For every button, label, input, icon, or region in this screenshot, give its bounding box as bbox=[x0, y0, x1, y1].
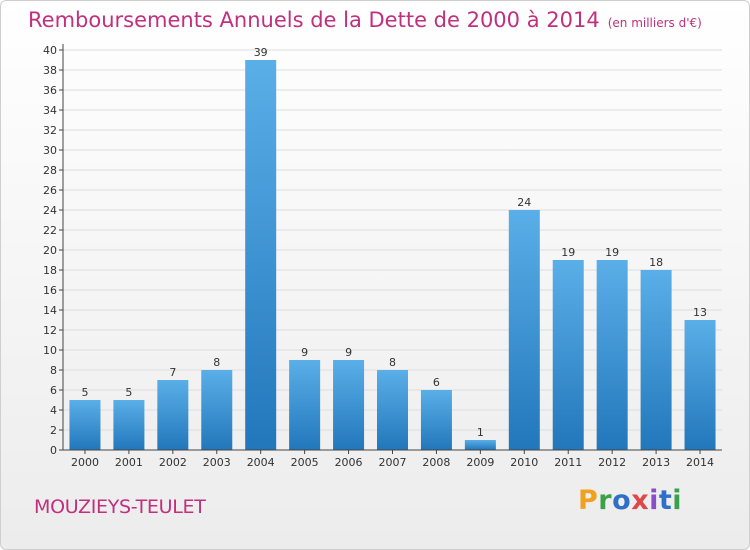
bar-value-label: 9 bbox=[345, 346, 352, 359]
bar bbox=[69, 400, 101, 450]
bar bbox=[420, 390, 452, 450]
bar bbox=[245, 60, 277, 450]
proxiti-logo: Proxiti bbox=[578, 485, 683, 516]
x-tick-label: 2011 bbox=[554, 456, 582, 469]
x-tick-label: 2013 bbox=[642, 456, 670, 469]
y-tick-label: 34 bbox=[43, 104, 57, 117]
y-tick-label: 12 bbox=[43, 324, 57, 337]
bar bbox=[157, 380, 189, 450]
x-tick-label: 2000 bbox=[71, 456, 99, 469]
x-tick-label: 2010 bbox=[510, 456, 538, 469]
y-tick-label: 10 bbox=[43, 344, 57, 357]
x-tick-label: 2008 bbox=[422, 456, 450, 469]
bar-value-label: 19 bbox=[561, 246, 575, 259]
bar bbox=[640, 270, 672, 450]
y-tick-label: 8 bbox=[50, 364, 57, 377]
y-tick-label: 2 bbox=[50, 424, 57, 437]
bar bbox=[464, 440, 496, 450]
bar-value-label: 24 bbox=[517, 196, 531, 209]
y-tick-label: 18 bbox=[43, 264, 57, 277]
y-tick-label: 40 bbox=[43, 44, 57, 57]
bar-value-label: 5 bbox=[81, 386, 88, 399]
x-tick-label: 2012 bbox=[598, 456, 626, 469]
x-tick-label: 2007 bbox=[379, 456, 407, 469]
bar-value-label: 5 bbox=[125, 386, 132, 399]
bar-value-label: 8 bbox=[213, 356, 220, 369]
place-name: MOUZIEYS-TEULET bbox=[34, 496, 206, 518]
y-tick-label: 16 bbox=[43, 284, 57, 297]
bar bbox=[552, 260, 584, 450]
x-tick-label: 2009 bbox=[466, 456, 494, 469]
bar-value-label: 6 bbox=[433, 376, 440, 389]
bar-value-label: 19 bbox=[605, 246, 619, 259]
x-tick-label: 2003 bbox=[203, 456, 231, 469]
y-tick-label: 38 bbox=[43, 64, 57, 77]
bar-value-label: 13 bbox=[693, 306, 707, 319]
x-tick-label: 2005 bbox=[291, 456, 319, 469]
bar bbox=[289, 360, 321, 450]
y-tick-label: 0 bbox=[50, 444, 57, 457]
bar-value-label: 8 bbox=[389, 356, 396, 369]
y-tick-label: 4 bbox=[50, 404, 57, 417]
y-tick-label: 30 bbox=[43, 144, 57, 157]
x-tick-label: 2006 bbox=[335, 456, 363, 469]
y-tick-label: 32 bbox=[43, 124, 57, 137]
bar bbox=[596, 260, 628, 450]
x-tick-label: 2002 bbox=[159, 456, 187, 469]
x-tick-label: 2014 bbox=[686, 456, 714, 469]
bar-value-label: 39 bbox=[254, 46, 268, 59]
y-tick-label: 6 bbox=[50, 384, 57, 397]
bar bbox=[508, 210, 540, 450]
bar bbox=[201, 370, 233, 450]
bar-value-label: 18 bbox=[649, 256, 663, 269]
bar bbox=[684, 320, 716, 450]
bar-value-label: 7 bbox=[169, 366, 176, 379]
bar bbox=[333, 360, 365, 450]
y-tick-label: 20 bbox=[43, 244, 57, 257]
bar-value-label: 1 bbox=[477, 426, 484, 439]
y-tick-label: 22 bbox=[43, 224, 57, 237]
unit-note: (en milliers d'€) bbox=[607, 16, 702, 30]
bar bbox=[377, 370, 408, 450]
chart-title: Remboursements Annuels de la Dette de 20… bbox=[28, 8, 600, 32]
chart-title-block: Remboursements Annuels de la Dette de 20… bbox=[28, 8, 702, 32]
axes: 0246810121416182022242628303234363840200… bbox=[43, 44, 722, 469]
bar bbox=[113, 400, 145, 450]
bars: 5 5 7 8 39 9 9 8 6 1 24 19 19 18 13 bbox=[69, 46, 716, 450]
bar-value-label: 9 bbox=[301, 346, 308, 359]
x-tick-label: 2001 bbox=[115, 456, 143, 469]
y-tick-label: 36 bbox=[43, 84, 57, 97]
x-tick-label: 2004 bbox=[247, 456, 275, 469]
y-tick-label: 26 bbox=[43, 184, 57, 197]
y-tick-label: 28 bbox=[43, 164, 57, 177]
y-tick-label: 14 bbox=[43, 304, 57, 317]
y-tick-label: 24 bbox=[43, 204, 57, 217]
